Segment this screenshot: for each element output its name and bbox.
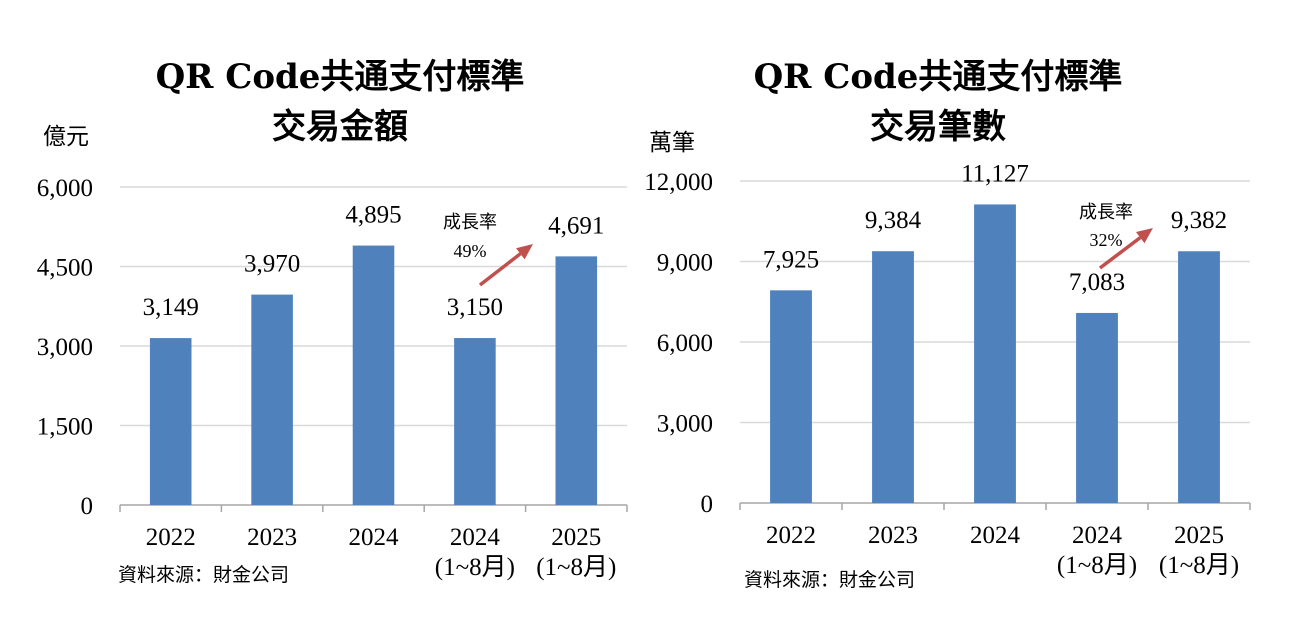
growth-arrow-head bbox=[516, 244, 533, 260]
data-label: 7,083 bbox=[1069, 269, 1125, 296]
data-label: 7,925 bbox=[763, 246, 819, 273]
growth-arrow bbox=[478, 252, 522, 287]
chart-title-line: QR Code共通支付標準 bbox=[156, 57, 525, 97]
growth-arrow-head bbox=[1136, 228, 1153, 244]
bar bbox=[1076, 312, 1118, 503]
source-note: 資料來源：財金公司 bbox=[744, 569, 915, 591]
x-tick-label: (1~8月) bbox=[1159, 552, 1239, 579]
y-tick-label: 1,500 bbox=[37, 414, 93, 441]
x-tick-label: (1~8月) bbox=[1057, 552, 1137, 579]
growth-rate-label: 成長率 bbox=[1079, 202, 1133, 222]
x-tick-label: (1~8月) bbox=[536, 554, 616, 581]
chart-title-line: QR Code共通支付標準 bbox=[754, 57, 1123, 97]
growth-rate-label: 成長率 bbox=[443, 212, 497, 232]
data-label: 4,691 bbox=[548, 212, 604, 239]
x-tick-label: 2023 bbox=[868, 522, 918, 549]
data-label: 3,970 bbox=[244, 251, 300, 278]
x-tick-label: 2024 bbox=[349, 524, 400, 551]
chart-title-line: 交易筆數 bbox=[870, 107, 1006, 147]
y-unit-label: 億元 bbox=[43, 124, 89, 150]
y-tick-label: 3,000 bbox=[37, 334, 93, 361]
y-unit-label: 萬筆 bbox=[649, 130, 695, 156]
x-tick-label: 2024 bbox=[970, 522, 1021, 549]
bar bbox=[770, 290, 812, 503]
growth-rate-value: 32% bbox=[1090, 230, 1123, 250]
bar bbox=[872, 251, 914, 503]
x-tick-label: 2024 bbox=[450, 524, 501, 551]
y-tick-label: 12,000 bbox=[644, 169, 713, 196]
y-tick-label: 4,500 bbox=[37, 255, 93, 282]
y-tick-label: 3,000 bbox=[657, 411, 713, 438]
x-tick-label: 2025 bbox=[1174, 522, 1224, 549]
y-tick-label: 0 bbox=[701, 491, 714, 518]
x-tick-label: 2024 bbox=[1072, 522, 1123, 549]
y-tick-label: 6,000 bbox=[657, 330, 713, 357]
growth-arrow bbox=[1098, 236, 1142, 270]
bar bbox=[251, 294, 293, 505]
x-tick-label: 2025 bbox=[551, 524, 601, 551]
bar bbox=[454, 338, 496, 505]
data-label: 3,150 bbox=[447, 294, 503, 321]
y-tick-label: 6,000 bbox=[37, 175, 93, 202]
x-tick-label: 2022 bbox=[146, 524, 196, 551]
data-label: 9,384 bbox=[865, 207, 922, 234]
data-label: 9,382 bbox=[1171, 207, 1227, 234]
bar bbox=[974, 204, 1016, 503]
data-label: 11,127 bbox=[961, 160, 1029, 187]
bar bbox=[149, 338, 192, 505]
x-tick-label: 2022 bbox=[766, 522, 816, 549]
x-tick-label: (1~8月) bbox=[435, 554, 515, 581]
x-tick-label: 2023 bbox=[247, 524, 297, 551]
bar bbox=[1178, 251, 1220, 503]
source-note: 資料來源：財金公司 bbox=[118, 564, 289, 586]
data-label: 4,895 bbox=[345, 202, 401, 229]
y-tick-label: 9,000 bbox=[657, 250, 713, 277]
data-label: 3,149 bbox=[143, 294, 199, 321]
growth-rate-value: 49% bbox=[454, 241, 487, 261]
bar bbox=[555, 256, 598, 505]
y-tick-label: 0 bbox=[81, 493, 94, 520]
chart-title-line: 交易金額 bbox=[272, 107, 408, 147]
bar bbox=[352, 245, 395, 505]
